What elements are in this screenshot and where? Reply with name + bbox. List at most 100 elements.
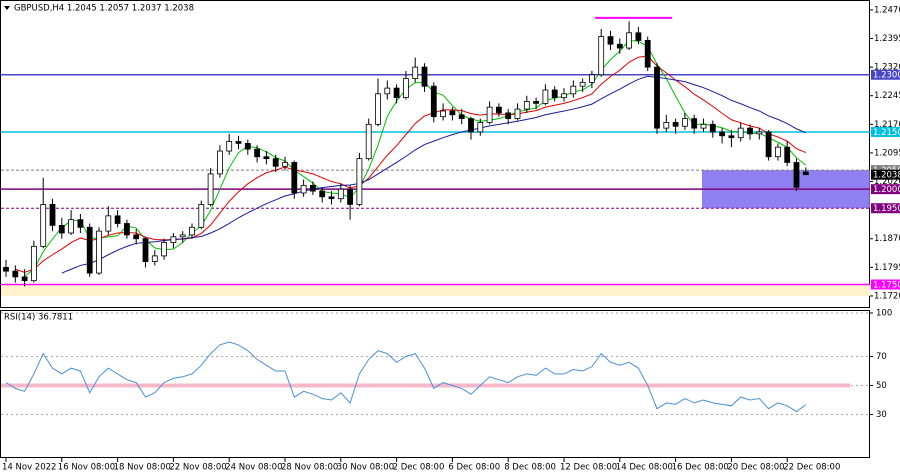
candle-body [477,122,484,133]
candle-body [309,184,316,192]
candle-body [616,43,623,49]
candle-body [170,236,177,243]
candle-body [719,131,725,137]
candle-body [570,85,577,95]
candle-body [328,196,335,200]
x-tick-label: 22 Dec 08:00 [783,463,840,473]
rsi-title: RSI(14) 36.7811 [4,313,73,323]
candle-body [495,106,502,114]
candle-body [96,230,102,274]
y-tick-label: 1.1720 [874,291,900,301]
candle-body [561,93,567,99]
candle-body [198,204,205,228]
x-tick-label: 14 Dec 08:00 [616,463,673,473]
candle-body [77,219,84,228]
candle-body [412,66,419,79]
candle-body [663,122,670,129]
level-label: 1.2000 [873,185,900,195]
candle-body [365,123,372,160]
candle-body [542,89,549,104]
candle-body [254,148,261,158]
candle-body [151,255,158,263]
candle-body [747,127,753,135]
candle-body [579,81,586,87]
candle-body [635,32,642,41]
candle-body [244,142,251,150]
x-tick-label: 28 Nov 08:00 [281,463,338,473]
candle-body [272,158,279,167]
y-tick-label: 50 [876,381,887,391]
candle-body [58,224,65,234]
candle-body [12,270,19,278]
level-label-box [871,69,900,80]
y-tick-label: 1.2320 [874,63,900,73]
y-tick-label: 1.2245 [874,91,900,101]
y-tick-label: 1.2395 [874,34,900,44]
candle-body [468,118,474,133]
candle-body [598,36,605,76]
candle-body [49,204,56,226]
candle-body [589,74,595,83]
candle-body [161,242,168,257]
level-label-box [871,169,900,180]
candle-body [765,131,772,158]
candle-body [291,162,298,194]
candle-body [523,101,530,110]
moving-average [24,39,807,277]
y-tick-label: 1.2470 [874,5,900,15]
x-tick-label: 18 Nov 08:00 [114,463,171,473]
level-label-box [871,184,900,195]
candle-body [142,238,149,263]
level-label: 1.1750 [873,280,900,290]
x-tick-label: 12 Dec 08:00 [560,463,617,473]
zone [1,284,870,296]
level-label-box [871,126,900,137]
rsi-panel-frame [0,310,870,458]
candle-body [282,162,288,167]
y-tick-label: 70 [876,352,887,362]
candle-body [775,146,781,158]
y-tick-label: 1.2095 [874,148,900,158]
y-tick-label: 1.1870 [874,234,900,244]
candle-body [30,245,37,282]
candle-body [654,66,660,129]
level-label: 1.2150 [873,128,900,138]
candle-body [672,122,679,127]
candle-body [216,150,223,175]
level-label: 1.2038 [873,171,900,181]
candle-body [514,108,521,120]
y-tick-label: 1.2170 [874,120,900,130]
candle-body [86,226,93,274]
candle-body [384,87,391,95]
candle-body [802,171,809,176]
level-label: 1.2300 [873,71,900,81]
x-tick-label: 16 Dec 08:00 [672,463,729,473]
level-label-box [871,203,900,214]
candle-body [682,118,688,127]
y-tick-label: 1.1795 [874,263,900,273]
y-tick-label: 100 [876,309,892,319]
candle-body [40,204,47,247]
candle-body [626,32,632,49]
candle-body [189,226,195,236]
candle-body [319,190,326,198]
candle-body [756,131,763,135]
candle-body [607,36,614,45]
chart-title: GBPUSD,H4 1.2045 1.2057 1.2037 1.2038 [14,4,194,14]
y-tick-label: 30 [876,410,887,420]
candle-body [375,93,381,125]
level-label: 1.1950 [873,204,900,214]
candle-body [347,188,354,205]
moving-average [61,75,806,274]
candle-body [533,101,539,104]
candle-body [691,118,698,129]
candle-body [449,110,456,116]
candle-body [356,158,363,205]
candle-body [226,141,233,152]
candle-body [458,114,465,120]
candle-body [68,219,74,234]
price-panel-frame [0,0,870,308]
y-tick-label: 1.2020 [874,177,900,187]
candle-body [421,66,428,87]
